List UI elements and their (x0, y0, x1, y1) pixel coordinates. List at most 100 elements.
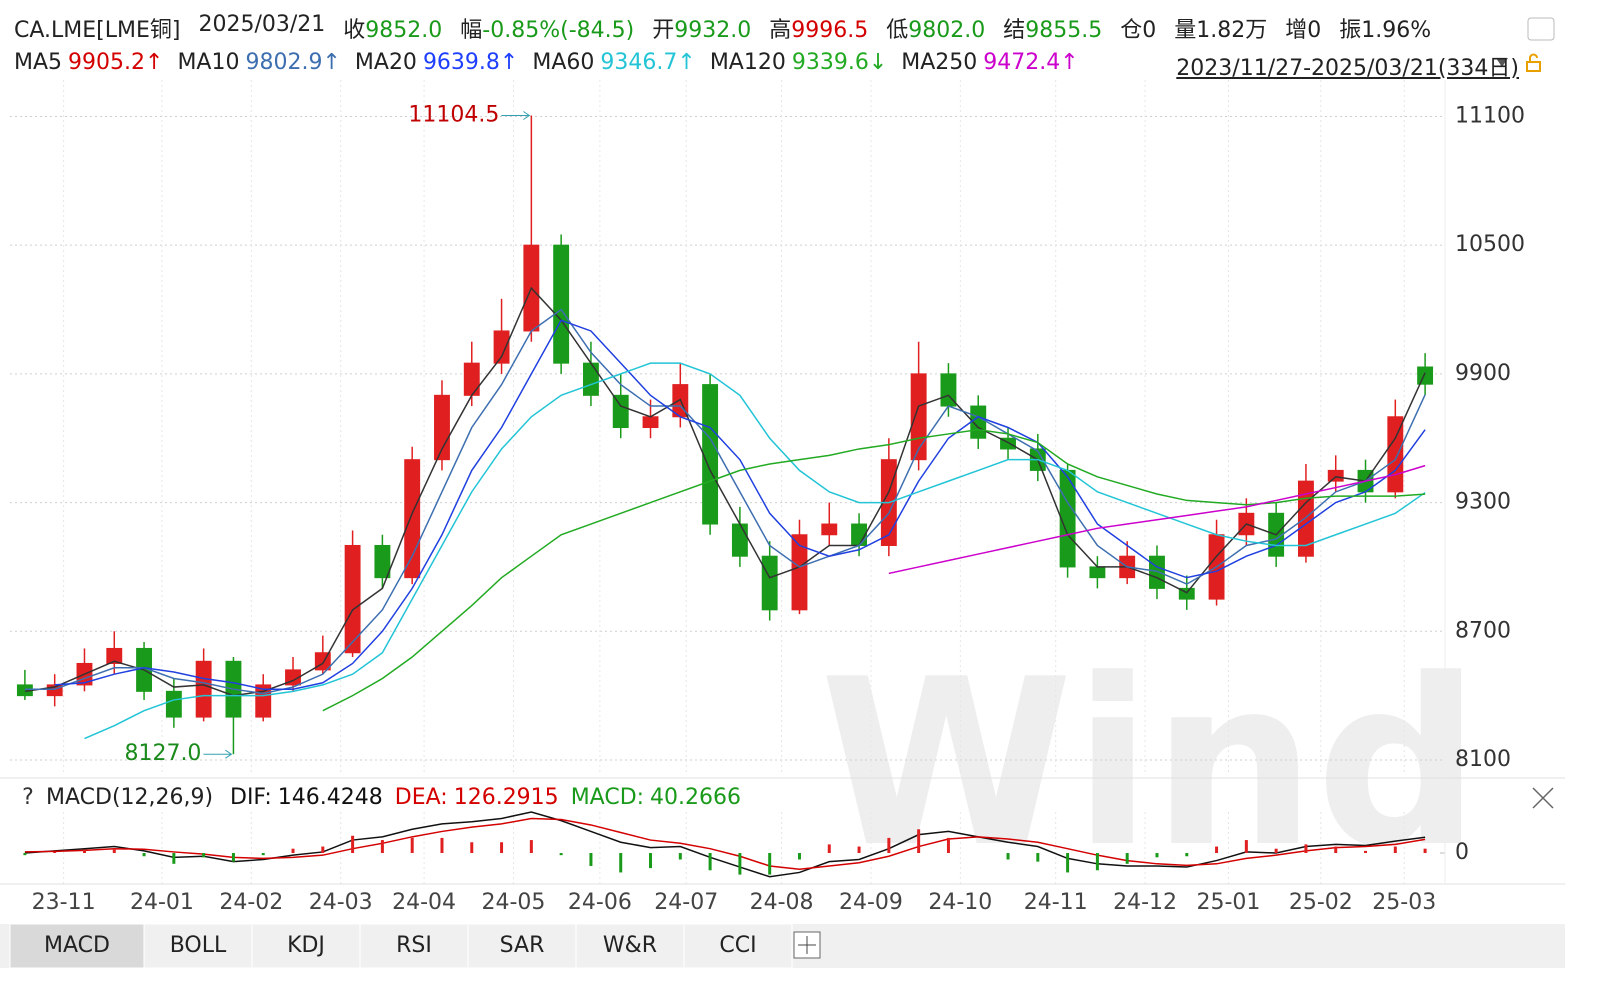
quote: 结9855.5 (1003, 12, 1102, 44)
quote-value: 1.82万 (1196, 18, 1268, 43)
legend-value: 9802.9↑ (245, 50, 341, 75)
x-tick-label: 24-08 (750, 890, 814, 915)
quote-label: 仓 (1120, 18, 1143, 43)
wp-icon[interactable] (1527, 17, 1555, 41)
legend-value: 9346.7↑ (600, 50, 696, 75)
legend-item: MA5 9905.2↑ (14, 50, 163, 75)
candle-body (612, 394, 629, 428)
quote: 开9932.0 (652, 12, 751, 44)
tab-label[interactable]: SAR (500, 933, 545, 958)
candle-body (374, 544, 391, 579)
legend-name: DEA: (395, 785, 448, 810)
quote: 幅-0.85%(-84.5) (460, 12, 634, 44)
candle-body (165, 690, 182, 718)
candle-body (553, 244, 570, 364)
candle-body (285, 669, 301, 686)
x-tick-label: 24-10 (928, 890, 992, 915)
candle-body (642, 416, 659, 428)
legend-value: 9639.8↑ (422, 50, 519, 75)
candle-body (106, 647, 123, 664)
date-range[interactable]: 2023/11/27-2025/03/21(334日) (1176, 56, 1519, 81)
close-button[interactable] (1532, 787, 1554, 809)
legend-name: MA250 (901, 50, 978, 75)
line (322, 428, 1426, 712)
legend-item: MA20 9639.8↑ (355, 50, 518, 75)
add-tab[interactable] (793, 931, 821, 959)
line (24, 308, 1426, 695)
quote-value: 1.96% (1361, 18, 1432, 43)
quote-label: 结 (1003, 18, 1026, 43)
legend-value: 126.2915 (454, 785, 559, 810)
x-tick-label: 24-06 (568, 890, 632, 915)
quote-row: CA.LME[LME铜] 2025/03/21 收9852.0 幅-0.85%(-… (14, 12, 1431, 44)
line (54, 319, 1426, 690)
y-tick-label: 11100 (1455, 103, 1525, 128)
quote-value: 9802.0 (908, 18, 986, 43)
help-icon[interactable]: ? (22, 785, 34, 810)
x-tick-label: 25-03 (1372, 890, 1436, 915)
quote-label: 增 (1285, 18, 1308, 43)
y-tick-label: 8700 (1455, 618, 1511, 643)
legend-name: MACD: (571, 785, 644, 810)
quote: 振1.96% (1339, 12, 1431, 44)
y-tick-label: 9900 (1455, 361, 1511, 386)
tab-label[interactable]: MACD (44, 933, 110, 958)
macd-panel: 0 23-11 24-01 24-02 24-03 24-04 24-05 24-06 24-0… (23, 785, 1469, 915)
quote-label: 幅 (460, 18, 483, 43)
y-tick-label: 10500 (1455, 232, 1525, 257)
legend-value: 9339.6↓ (791, 50, 888, 75)
tab[interactable] (575, 923, 685, 969)
lock-icon[interactable] (1526, 53, 1541, 72)
tab[interactable] (143, 923, 253, 969)
x-tick-label: 24-09 (839, 890, 903, 915)
tab[interactable] (251, 923, 361, 969)
line (84, 362, 1426, 740)
tab-label[interactable]: RSI (396, 933, 432, 958)
main-panel: 8100 8700 9300 9900 10500 11100 11104.5 8127.0 (10, 80, 1525, 775)
legend-value: 40.2666 (650, 785, 741, 810)
tab-label[interactable]: KDJ (287, 933, 325, 958)
dropdown-arrow[interactable] (1496, 58, 1508, 67)
candle-body (761, 555, 778, 611)
x-tick-label: 24-04 (392, 890, 456, 915)
tab[interactable] (9, 923, 145, 969)
candle-body (1178, 587, 1195, 600)
candle-body (404, 459, 421, 579)
line (888, 464, 1426, 575)
quote-label: 高 (769, 18, 792, 43)
candle-body (463, 362, 480, 396)
quote-value: 0 (1307, 18, 1322, 43)
candle-body (910, 373, 927, 461)
quote: 量1.82万 (1174, 12, 1267, 44)
candle-body (582, 362, 599, 396)
tab-label[interactable]: CCI (719, 933, 756, 958)
legend-name: MA120 (709, 50, 786, 75)
tabs: MACD BOLL KDJ RSI SAR W&R CCI (9, 923, 793, 969)
tab[interactable] (359, 923, 469, 969)
y-tick-label: 9300 (1455, 490, 1511, 515)
annotation-arrow (501, 111, 531, 120)
x-tick-label: 24-11 (1024, 890, 1088, 915)
quote: 增0 (1285, 12, 1321, 44)
x-tick-label: 24-03 (309, 890, 373, 915)
candle-body (821, 523, 838, 536)
tab-label[interactable]: W&R (603, 933, 657, 958)
legend-value: 9905.2↑ (68, 50, 164, 75)
candle-body (493, 330, 510, 364)
quote-value: 9852.0 (365, 18, 443, 43)
legend-name: MA20 (354, 50, 417, 75)
quote-value: 9996.5 (791, 18, 869, 43)
quote: 低9802.0 (886, 12, 985, 44)
legend-item: MA60 9346.7↑ (532, 50, 695, 75)
quote-label: 低 (886, 18, 909, 43)
candle-body (195, 660, 212, 718)
watermark: Wind (820, 631, 1481, 898)
quote-value: -0.85%(-84.5) (482, 18, 635, 43)
quote: 仓0 (1120, 12, 1156, 44)
tab-label[interactable]: BOLL (170, 933, 227, 958)
quote-value: 9855.5 (1025, 18, 1103, 43)
tab[interactable] (683, 923, 793, 969)
legend-name: MA5 (14, 50, 63, 75)
